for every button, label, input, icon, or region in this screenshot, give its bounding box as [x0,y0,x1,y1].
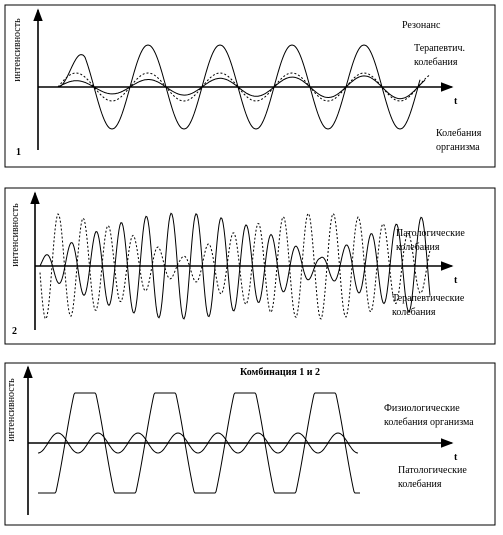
y-label: интенсивность [10,203,21,267]
label: организма [436,142,480,153]
label: Патологические [398,465,467,476]
label: Терапевтические [392,293,465,304]
wave [38,392,360,494]
label: Патологические [396,228,465,239]
panel-frame [4,4,496,168]
label: колебания [398,479,442,490]
label: Физиологические [384,403,460,414]
label: Колебания [436,128,482,139]
wave [57,72,431,102]
y-label: интенсивность [12,18,23,82]
label: колебания [414,57,458,68]
panel-number: 2 [12,326,17,337]
panel-title: Комбинация 1 и 2 [240,367,320,378]
y-label: интенсивность [6,378,17,442]
label: колебания [392,307,436,318]
label: Терапевтич. [414,43,465,54]
wave [37,432,359,454]
wave [57,44,421,130]
wave [57,75,426,100]
wave [39,212,431,320]
wave [39,212,431,320]
panel-number: 1 [16,147,21,158]
label: колебания организма [384,417,474,428]
x-label: t [454,452,458,463]
x-label: t [454,275,458,286]
label: Резонанс [402,20,441,31]
panel-frame [4,362,496,526]
label: колебания [396,242,440,253]
x-label: t [454,96,458,107]
panel-frame [4,187,496,345]
